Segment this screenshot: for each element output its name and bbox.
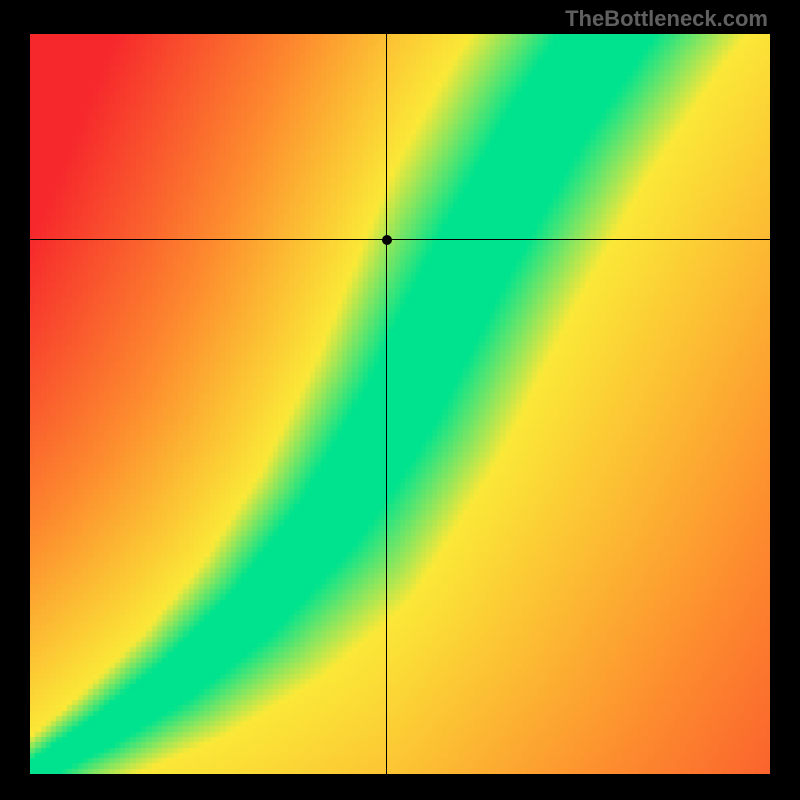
crosshair-horizontal [30, 239, 770, 240]
selection-marker-dot [382, 235, 392, 245]
bottleneck-heatmap [30, 34, 770, 774]
crosshair-vertical [386, 34, 387, 774]
watermark-text: TheBottleneck.com [565, 6, 768, 32]
